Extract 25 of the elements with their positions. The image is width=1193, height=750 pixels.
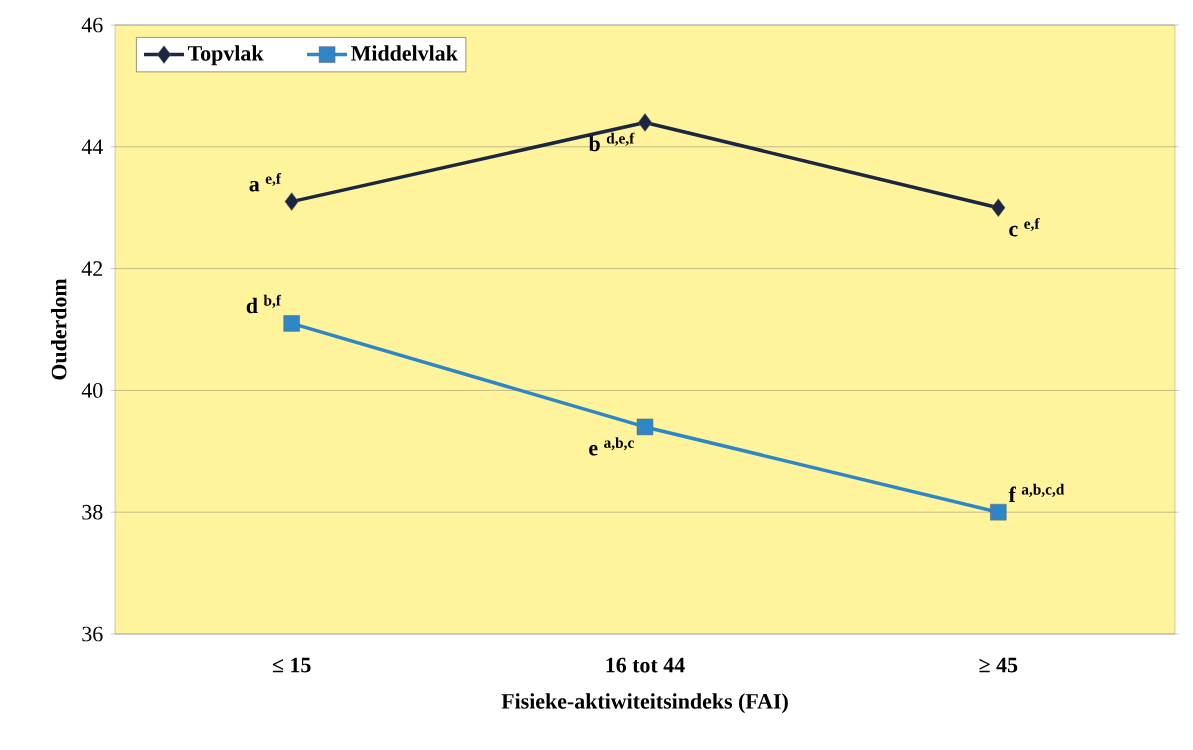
annotation: e $^{a,b,c}$ — [589, 437, 634, 456]
legend-label: Middelvlak — [351, 45, 458, 61]
y-tick-label: 36 — [82, 626, 103, 642]
point — [638, 113, 652, 132]
y-axis-title: Ouderdom — [51, 278, 67, 380]
annotation: a $^{e,f}$ — [249, 172, 282, 192]
point — [284, 192, 299, 211]
y-tick-label: 38 — [82, 504, 103, 520]
legend-label: Topvlak — [187, 45, 264, 66]
y-tick-label: 42 — [81, 261, 103, 276]
annotation: f $^{a,b,c,d}$ — [1008, 483, 1065, 502]
x-tick-label: ≤ 15 — [272, 657, 311, 673]
x-axis-title: Fisieke-aktiwiteitsindeks (FAI) — [501, 693, 788, 714]
point — [283, 315, 300, 332]
point — [990, 503, 1007, 521]
y-tick-label: 40 — [81, 383, 103, 398]
x-tick-label: ≥ 45 — [979, 657, 1018, 673]
annotation: c $^{e,f}$ — [1009, 217, 1040, 237]
x-tick-label: 16 tot 44 — [606, 657, 685, 673]
y-tick-label: 46 — [81, 17, 103, 33]
annotation: b $^{d,e,f}$ — [588, 132, 635, 152]
annotation: d $^{b,f}$ — [246, 294, 282, 314]
point — [991, 198, 1006, 217]
y-tick-label: 44 — [81, 139, 103, 155]
point — [636, 418, 654, 436]
